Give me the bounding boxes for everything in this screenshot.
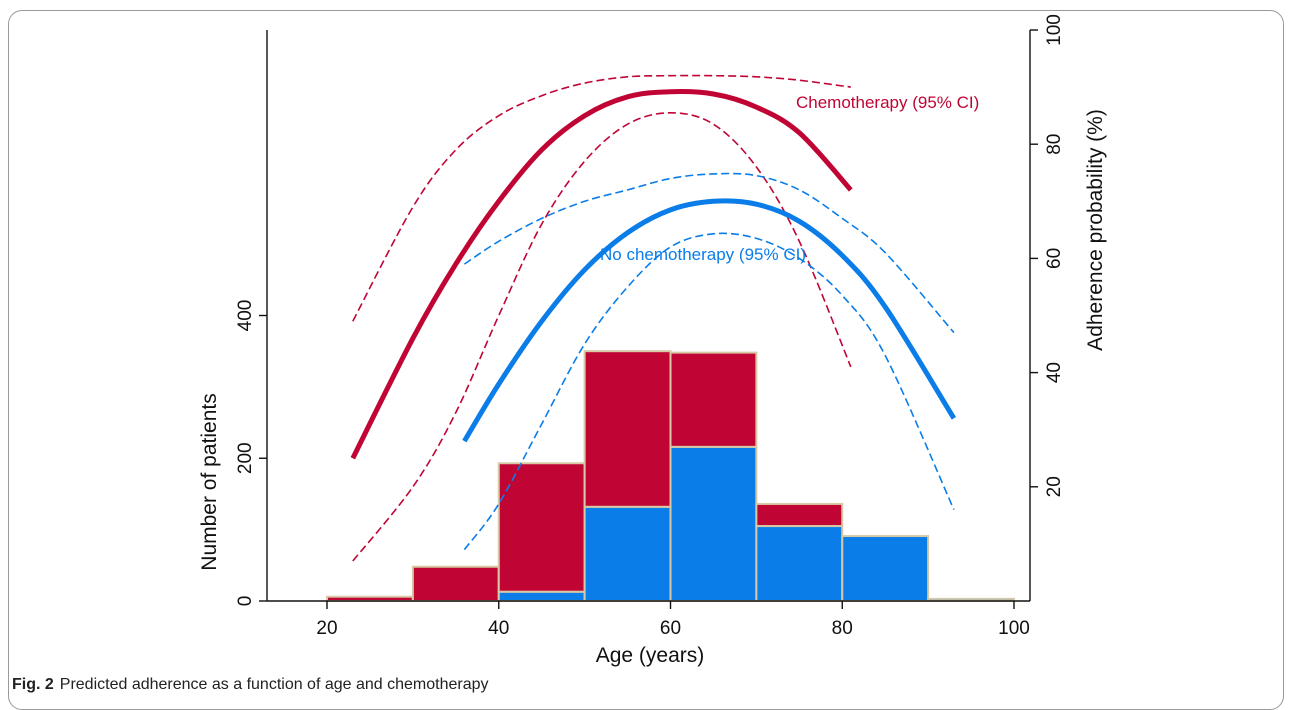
x-tick-label-80: 80: [832, 618, 853, 639]
y-left-tick-label-200: 200: [235, 442, 256, 474]
axes-layer: 20 40 60 80 100 0 200 400 20 40 60 80 100: [235, 14, 1065, 639]
curves-layer: [350, 74, 957, 562]
y-axis-right-label: Adherence probability (%): [1084, 109, 1107, 351]
curve-label-no-chemotherapy: No chemotherapy (95% CI): [600, 245, 806, 264]
x-tick-label-100: 100: [998, 618, 1030, 639]
y-right-tick-label-100: 100: [1044, 14, 1065, 46]
y-right-tick-label-60: 60: [1044, 248, 1065, 269]
bar-no-chemotherapy-70: [755, 525, 844, 603]
caption-text: Predicted adherence as a function of age…: [59, 676, 489, 693]
bar-chemotherapy-70: [755, 502, 844, 528]
bar-no-chemotherapy-80: [841, 535, 930, 603]
x-tick-label-20: 20: [316, 618, 337, 639]
curve-chemotherapy: [350, 88, 853, 460]
x-tick-label-40: 40: [488, 618, 509, 639]
ci-upper-chemotherapy: [352, 74, 851, 322]
bar-chemotherapy-60: [669, 351, 758, 448]
bars-layer: [326, 350, 1015, 603]
ci-upper-no-chemotherapy: [463, 172, 955, 334]
ci-lower-chemotherapy: [352, 111, 852, 562]
bar-no-chemotherapy-40: [497, 590, 586, 603]
bar-no-chemotherapy-60: [669, 445, 758, 602]
y-left-tick-label-0: 0: [235, 596, 256, 607]
y-right-tick-label-80: 80: [1044, 134, 1065, 155]
chart: 20 40 60 80 100 0 200 400 20 40 60 80 100 Chemothera…: [198, 14, 1107, 667]
x-axis-label: Age (years): [596, 644, 705, 667]
caption-label: Fig. 2: [12, 676, 54, 693]
bar-chemotherapy-40: [497, 462, 586, 593]
y-axis-left-label: Number of patients: [198, 393, 221, 570]
y-right-tick-label-40: 40: [1044, 362, 1065, 383]
curve-no-chemotherapy: [462, 198, 957, 443]
y-right-tick-label-20: 20: [1044, 476, 1065, 497]
figure-caption: Fig. 2 Predicted adherence as a function …: [12, 676, 489, 694]
bar-no-chemotherapy-50: [583, 505, 672, 602]
curve-label-chemotherapy: Chemotherapy (95% CI): [796, 93, 979, 112]
ci-lower-no-chemotherapy: [463, 232, 955, 551]
bar-chemotherapy-30: [411, 565, 500, 602]
bar-chemotherapy-50: [583, 350, 672, 508]
x-tick-label-60: 60: [660, 618, 681, 639]
y-left-tick-label-400: 400: [235, 300, 256, 332]
